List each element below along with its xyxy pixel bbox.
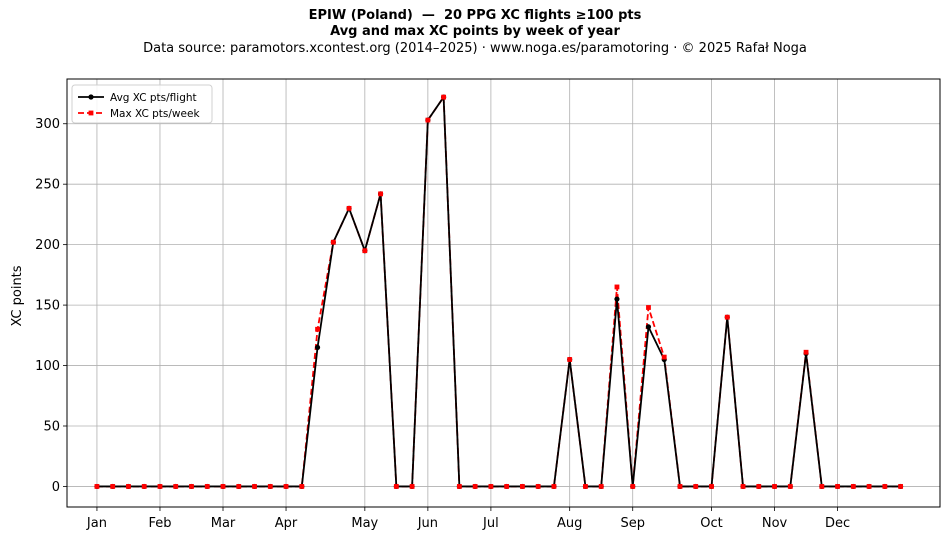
y-tick-label: 150 (35, 299, 60, 314)
max-point (677, 484, 683, 489)
max-point (94, 484, 100, 489)
max-point (709, 484, 714, 489)
max-point (346, 205, 352, 211)
max-point (551, 484, 557, 489)
max-point (661, 354, 667, 360)
max-point (330, 239, 336, 245)
max-point (583, 484, 588, 489)
chart-subtitle: Avg and max XC points by week of year (330, 24, 620, 39)
legend-label-avg: Avg XC pts/flight (110, 92, 197, 104)
plot-frame (66, 78, 941, 508)
max-point (803, 349, 809, 355)
series-layer (94, 94, 904, 490)
max-point (472, 484, 478, 489)
chart-title: EPIW (Poland) — 20 PPG XC flights ≥100 p… (308, 8, 642, 23)
y-tick-label: 100 (35, 359, 60, 374)
y-tick-label: 50 (43, 419, 60, 434)
avg-point (645, 324, 652, 330)
max-point (835, 484, 840, 489)
max-point (724, 314, 730, 320)
max-point (204, 484, 210, 489)
series-line-avg (96, 94, 901, 488)
max-point (520, 484, 525, 489)
max-point (740, 484, 746, 489)
max-point (220, 484, 226, 489)
max-point (362, 248, 368, 254)
max-point (787, 484, 793, 489)
x-tick-label: Jul (482, 516, 499, 531)
max-point (315, 326, 320, 332)
max-point (630, 484, 636, 489)
max-point (236, 484, 242, 489)
y-tick-label: 0 (52, 480, 60, 495)
max-point (646, 305, 651, 310)
y-tick-label: 200 (35, 238, 60, 253)
x-tick-label: Aug (557, 516, 582, 531)
series-line-max (96, 94, 901, 488)
max-point (283, 484, 289, 489)
max-point (488, 484, 494, 489)
x-tick-label: Nov (762, 516, 788, 531)
legend-marker-avg (88, 94, 94, 100)
max-point (378, 191, 383, 197)
max-point (598, 484, 604, 489)
x-tick-label: Mar (211, 516, 236, 531)
chart-header: EPIW (Poland) — 20 PPG XC flights ≥100 p… (0, 8, 950, 58)
max-point (393, 484, 399, 489)
legend-box (71, 84, 213, 124)
max-point (614, 284, 620, 290)
y-tick-label: 250 (35, 178, 60, 193)
x-tick-label: Apr (275, 516, 298, 531)
max-point (756, 484, 762, 489)
x-tick-label: Sep (620, 516, 645, 531)
max-point (267, 484, 273, 489)
x-tick-label: Jun (417, 516, 438, 531)
max-point (504, 484, 510, 489)
max-point (299, 484, 305, 489)
axis-layer: Jan Feb Mar Apr May Jun Jul Aug Sep Oct Nov Dec 0 50 1… (35, 117, 850, 531)
max-point (535, 484, 541, 489)
y-axis-label: XC points (10, 265, 25, 326)
x-tick-label: Jan (86, 516, 107, 531)
x-tick-label: Oct (700, 516, 722, 531)
avg-point (314, 344, 321, 351)
max-point (882, 484, 888, 489)
grid-layer (67, 79, 940, 507)
max-point (819, 484, 825, 489)
max-point (456, 484, 462, 489)
chart-source-note: Data source: paramotors.xcontest.org (20… (143, 41, 807, 56)
max-point (425, 117, 431, 123)
legend-label-max: Max XC pts/week (110, 108, 200, 120)
max-point (173, 484, 179, 489)
max-point (850, 484, 856, 489)
max-point (409, 484, 415, 489)
max-point (772, 484, 777, 489)
max-point (441, 94, 447, 100)
max-point (126, 484, 131, 489)
y-tick-label: 300 (35, 117, 60, 132)
x-tick-label: May (351, 516, 378, 531)
legend-marker-max (88, 110, 94, 116)
max-point (693, 484, 699, 489)
avg-point (614, 296, 620, 302)
max-point (141, 484, 147, 489)
max-point (157, 484, 163, 489)
x-tick-label: Dec (825, 516, 850, 531)
x-tick-label: Feb (148, 516, 171, 531)
max-point (189, 484, 194, 489)
max-point (567, 357, 573, 362)
max-point (898, 484, 904, 489)
max-point (252, 484, 257, 489)
max-point (866, 484, 872, 489)
max-point (110, 484, 116, 489)
legend: Avg XC pts/flight Max XC pts/week (71, 84, 213, 124)
